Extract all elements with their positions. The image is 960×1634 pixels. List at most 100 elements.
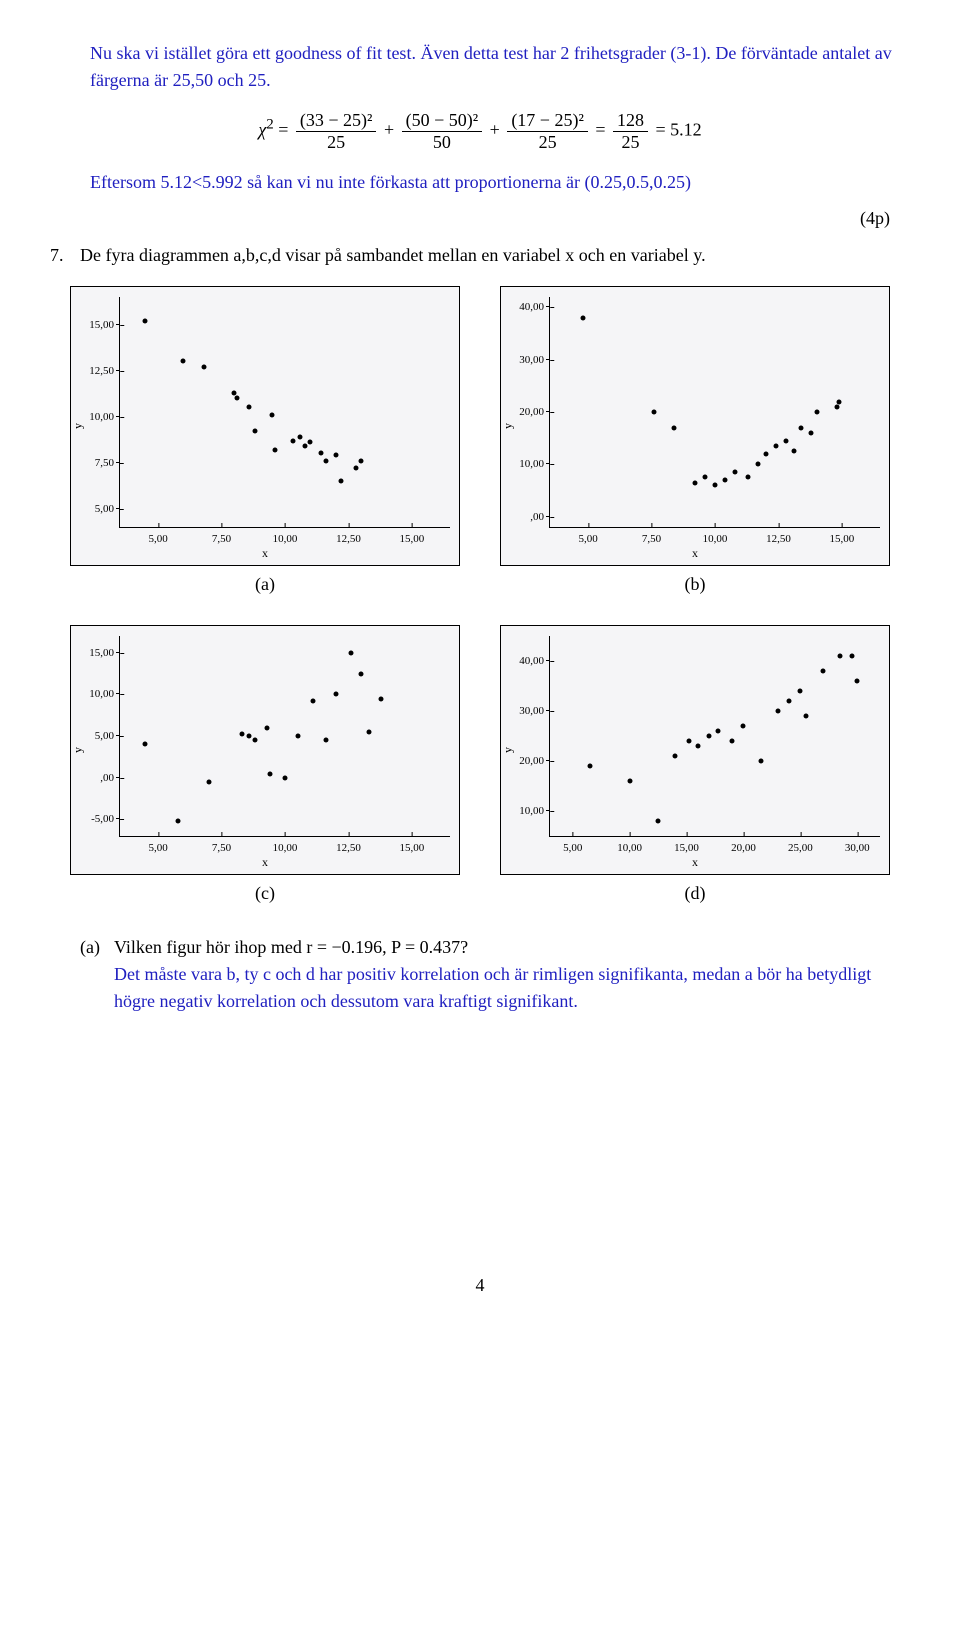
question-a-answer: Det måste vara b, ty c och d har positiv… xyxy=(114,964,871,1011)
data-point xyxy=(379,696,384,701)
data-point xyxy=(799,425,804,430)
data-point xyxy=(695,744,700,749)
data-point xyxy=(837,399,842,404)
data-point xyxy=(692,480,697,485)
item-7-number: 7. xyxy=(50,245,80,266)
data-point xyxy=(723,477,728,482)
data-point xyxy=(181,359,186,364)
data-point xyxy=(298,434,303,439)
data-point xyxy=(581,315,586,320)
charts-grid: 5,007,5010,0012,5015,005,007,5010,0012,5… xyxy=(70,286,890,904)
xtick: 25,00 xyxy=(788,836,813,854)
t2-den: 50 xyxy=(402,132,483,153)
ytick: 40,00 xyxy=(519,655,550,667)
data-point xyxy=(838,654,843,659)
chart-b-wrap: ,0010,0020,0030,0040,005,007,5010,0012,5… xyxy=(500,286,890,595)
data-point xyxy=(763,451,768,456)
r1-den: 25 xyxy=(613,132,648,153)
data-point xyxy=(849,654,854,659)
data-point xyxy=(672,425,677,430)
data-point xyxy=(784,438,789,443)
xtick: 15,00 xyxy=(830,527,855,545)
chart-d-label: (d) xyxy=(500,883,890,904)
data-point xyxy=(252,738,257,743)
xtick: 15,00 xyxy=(400,836,425,854)
xlabel: x xyxy=(262,855,268,870)
data-point xyxy=(798,689,803,694)
question-a-label: (a) xyxy=(80,934,114,1015)
xtick: 20,00 xyxy=(731,836,756,854)
question-a-text: Vilken figur hör ihop med r = −0.196, P … xyxy=(114,937,468,957)
chart-d-wrap: 10,0020,0030,0040,005,0010,0015,0020,002… xyxy=(500,625,890,904)
data-point xyxy=(814,410,819,415)
xtick: 12,50 xyxy=(336,836,361,854)
chart-a-wrap: 5,007,5010,0012,5015,005,007,5010,0012,5… xyxy=(70,286,460,595)
data-point xyxy=(323,458,328,463)
data-point xyxy=(359,671,364,676)
xlabel: x xyxy=(692,855,698,870)
t1-num: (33 − 25)² xyxy=(296,110,377,132)
data-point xyxy=(804,714,809,719)
data-point xyxy=(716,729,721,734)
t3-num: (17 − 25)² xyxy=(507,110,588,132)
data-point xyxy=(702,475,707,480)
data-point xyxy=(758,759,763,764)
data-point xyxy=(821,669,826,674)
xtick: 5,00 xyxy=(148,527,167,545)
data-point xyxy=(323,738,328,743)
xtick: 10,00 xyxy=(273,527,298,545)
data-point xyxy=(308,440,313,445)
data-point xyxy=(143,742,148,747)
ylabel: y xyxy=(501,423,516,429)
data-point xyxy=(206,779,211,784)
xlabel: x xyxy=(692,546,698,561)
xtick: 10,00 xyxy=(617,836,642,854)
data-point xyxy=(143,318,148,323)
xtick: 10,00 xyxy=(273,836,298,854)
data-point xyxy=(652,410,657,415)
item-7-text: De fyra diagrammen a,b,c,d visar på samb… xyxy=(80,245,706,266)
data-point xyxy=(247,734,252,739)
ytick: 30,00 xyxy=(519,705,550,717)
ytick: 5,00 xyxy=(95,730,120,742)
ytick: 30,00 xyxy=(519,354,550,366)
ylabel: y xyxy=(71,423,86,429)
ylabel: y xyxy=(501,747,516,753)
data-point xyxy=(349,650,354,655)
data-point xyxy=(627,779,632,784)
ytick: 10,00 xyxy=(89,411,120,423)
data-point xyxy=(855,679,860,684)
ytick: 12,50 xyxy=(89,365,120,377)
points-tag: (4p) xyxy=(50,208,890,229)
chi2-formula: χ2 = (33 − 25)²25 + (50 − 50)²50 + (17 −… xyxy=(50,110,910,153)
data-point xyxy=(756,462,761,467)
ytick: 10,00 xyxy=(519,805,550,817)
chart-b: ,0010,0020,0030,0040,005,007,5010,0012,5… xyxy=(500,286,890,566)
data-point xyxy=(773,443,778,448)
ytick: 10,00 xyxy=(89,688,120,700)
data-point xyxy=(234,396,239,401)
intro-text: Nu ska vi istället göra ett goodness of … xyxy=(90,40,910,94)
data-point xyxy=(265,725,270,730)
data-point xyxy=(775,709,780,714)
data-point xyxy=(232,390,237,395)
xtick: 12,50 xyxy=(766,527,791,545)
ytick: 20,00 xyxy=(519,755,550,767)
formula-result: = 5.12 xyxy=(656,120,702,140)
data-point xyxy=(333,453,338,458)
xtick: 15,00 xyxy=(400,527,425,545)
data-point xyxy=(746,475,751,480)
xtick: 15,00 xyxy=(674,836,699,854)
data-point xyxy=(809,430,814,435)
data-point xyxy=(303,444,308,449)
ytick: 20,00 xyxy=(519,406,550,418)
r1-num: 128 xyxy=(613,110,648,132)
t3-den: 25 xyxy=(507,132,588,153)
ylabel: y xyxy=(71,747,86,753)
data-point xyxy=(366,729,371,734)
xtick: 5,00 xyxy=(578,527,597,545)
t2-num: (50 − 50)² xyxy=(402,110,483,132)
eftersom-text: Eftersom 5.12<5.992 så kan vi nu inte fö… xyxy=(90,169,910,196)
data-point xyxy=(707,734,712,739)
data-point xyxy=(239,732,244,737)
